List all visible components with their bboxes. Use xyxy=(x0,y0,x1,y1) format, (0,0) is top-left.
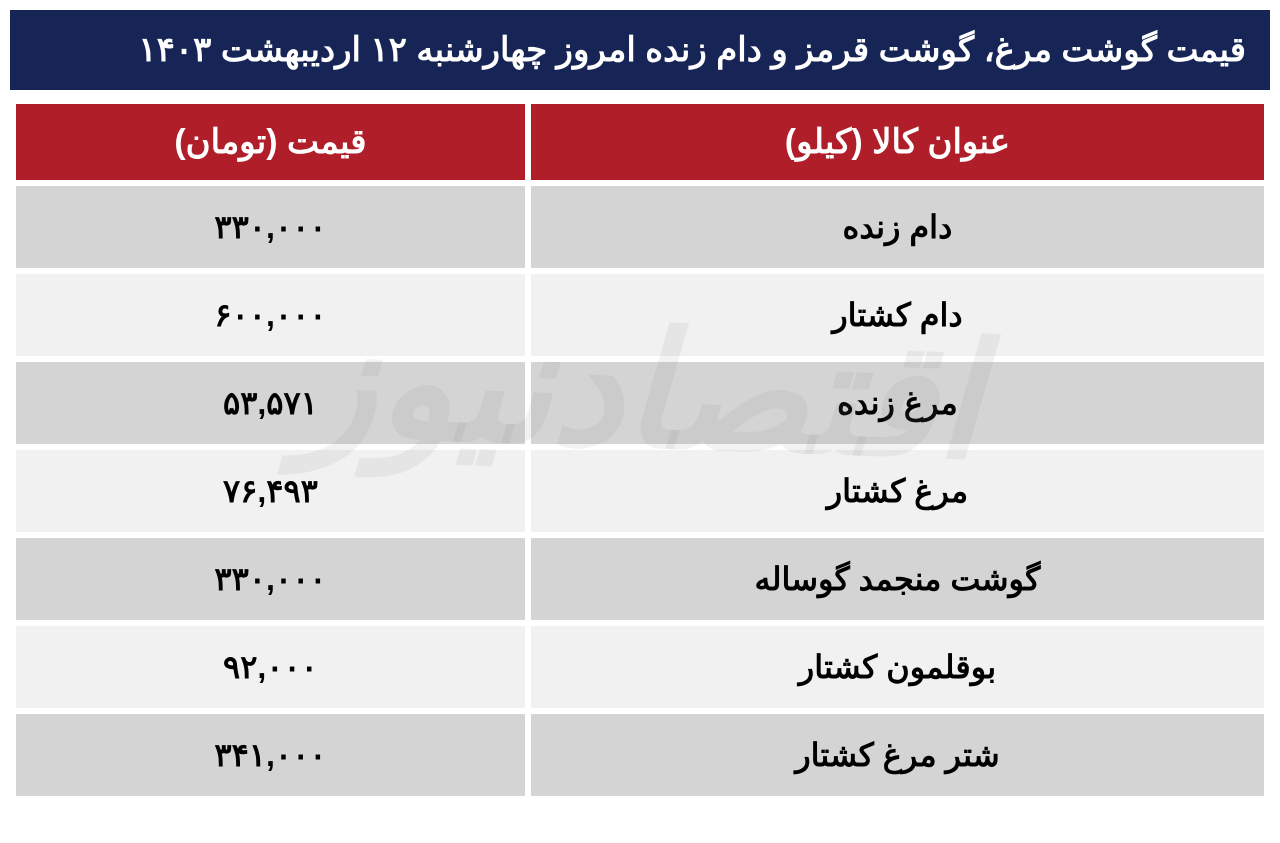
item-cell: گوشت منجمد گوساله xyxy=(531,538,1264,620)
item-cell: دام زنده xyxy=(531,186,1264,268)
price-cell: ۳۳۰,۰۰۰ xyxy=(16,538,525,620)
page-title: قیمت گوشت مرغ، گوشت قرمز و دام زنده امرو… xyxy=(10,10,1270,90)
table-row: دام کشتار ۶۰۰,۰۰۰ xyxy=(16,274,1264,356)
header-item: عنوان کالا (کیلو) xyxy=(531,104,1264,180)
price-cell: ۳۳۰,۰۰۰ xyxy=(16,186,525,268)
table-row: بوقلمون کشتار ۹۲,۰۰۰ xyxy=(16,626,1264,708)
item-cell: مرغ کشتار xyxy=(531,450,1264,532)
item-cell: شتر مرغ کشتار xyxy=(531,714,1264,796)
table-row: گوشت منجمد گوساله ۳۳۰,۰۰۰ xyxy=(16,538,1264,620)
table-row: دام زنده ۳۳۰,۰۰۰ xyxy=(16,186,1264,268)
price-cell: ۳۴۱,۰۰۰ xyxy=(16,714,525,796)
header-price: قیمت (تومان) xyxy=(16,104,525,180)
table-body: دام زنده ۳۳۰,۰۰۰ دام کشتار ۶۰۰,۰۰۰ مرغ ز… xyxy=(16,186,1264,796)
table-row: شتر مرغ کشتار ۳۴۱,۰۰۰ xyxy=(16,714,1264,796)
price-cell: ۶۰۰,۰۰۰ xyxy=(16,274,525,356)
price-table: عنوان کالا (کیلو) قیمت (تومان) دام زنده … xyxy=(10,98,1270,802)
price-cell: ۵۳,۵۷۱ xyxy=(16,362,525,444)
item-cell: مرغ زنده xyxy=(531,362,1264,444)
price-table-container: قیمت گوشت مرغ، گوشت قرمز و دام زنده امرو… xyxy=(10,10,1270,802)
table-row: مرغ کشتار ۷۶,۴۹۳ xyxy=(16,450,1264,532)
price-cell: ۷۶,۴۹۳ xyxy=(16,450,525,532)
table-row: مرغ زنده ۵۳,۵۷۱ xyxy=(16,362,1264,444)
item-cell: دام کشتار xyxy=(531,274,1264,356)
price-cell: ۹۲,۰۰۰ xyxy=(16,626,525,708)
item-cell: بوقلمون کشتار xyxy=(531,626,1264,708)
